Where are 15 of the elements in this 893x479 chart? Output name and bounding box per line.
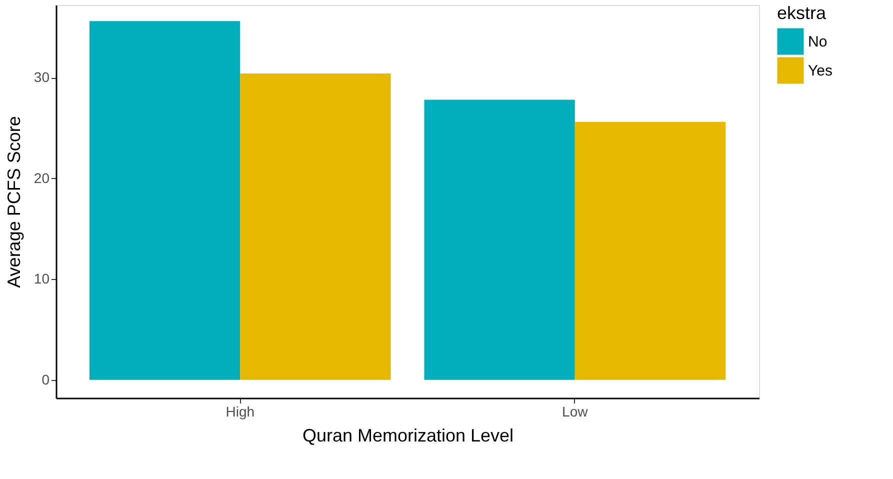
x-tick-label: High (226, 404, 255, 420)
y-axis-title: Average PCFS Score (4, 116, 24, 288)
legend-label: No (808, 34, 828, 50)
bar (574, 122, 726, 380)
legend-label: Yes (808, 62, 832, 80)
y-tick-label: 10 (34, 270, 50, 287)
bar (89, 21, 240, 380)
y-tick-label: 0 (42, 371, 50, 388)
legend-title: ekstra (777, 3, 828, 23)
x-tick-label: Low (562, 404, 589, 420)
bar (424, 100, 575, 380)
bar (240, 74, 391, 380)
y-tick-label: 20 (34, 170, 50, 186)
x-axis-title: Quran Memorization Level (302, 426, 514, 446)
y-tick-label: 30 (34, 69, 50, 86)
